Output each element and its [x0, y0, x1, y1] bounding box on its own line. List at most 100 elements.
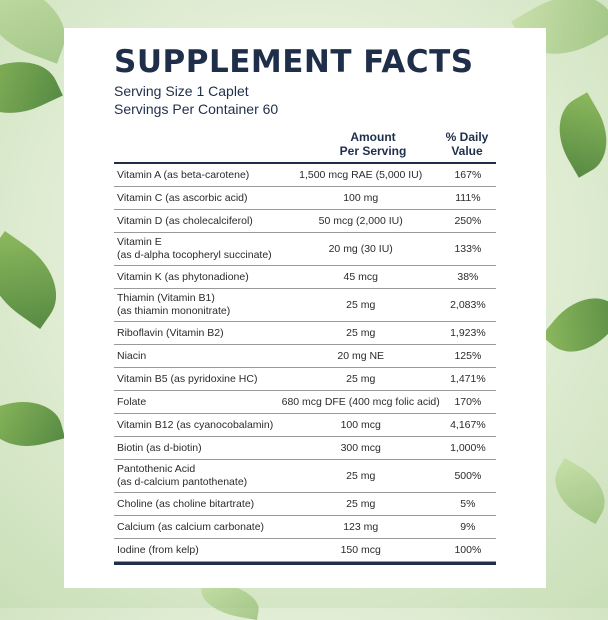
amount-header-line1: Amount [350, 130, 396, 144]
nutrient-name-line2: (as d-calcium pantothenate) [117, 476, 248, 488]
percent-daily-value: 167% [439, 164, 496, 187]
nutrient-name-line1: Vitamin K (as phytonadione) [117, 270, 249, 283]
percent-daily-value: 1,471% [439, 367, 496, 391]
table-row: Thiamin (Vitamin B1) (as thiamin mononitr… [114, 288, 496, 322]
nutrient-table: Vitamin A (as beta-carotene) 1,500 mcg RA… [114, 164, 496, 562]
percent-daily-value: 5% [439, 492, 496, 516]
daily-value-header-line1: % Daily [445, 130, 489, 144]
nutrient-name: Biotin (as d-biotin) [114, 436, 282, 460]
nutrient-name-line1: Choline (as choline bitartrate) [117, 497, 255, 510]
serving-size: Serving Size 1 Caplet [114, 83, 249, 99]
nutrient-name-line1: Pantothenic Acid [117, 463, 196, 475]
nutrient-name: Vitamin K (as phytonadione) [114, 265, 282, 289]
table-row: Vitamin C (as ascorbic acid) 100 mg 111% [114, 186, 496, 210]
amount-per-serving: 25 mg [281, 367, 440, 391]
percent-daily-value: 111% [439, 186, 496, 210]
percent-daily-value: 1,923% [439, 321, 496, 345]
table-row: Calcium (as calcium carbonate) 123 mg 9% [114, 515, 496, 539]
nutrient-name: Riboflavin (Vitamin B2) [114, 321, 282, 345]
nutrient-name: Vitamin B5 (as pyridoxine HC) [114, 367, 282, 391]
panel-title: SUPPLEMENT FACTS [114, 44, 474, 80]
amount-per-serving: 680 mcg DFE (400 mcg folic acid) [281, 390, 440, 414]
nutrient-name: Folate [114, 390, 282, 414]
amount-per-serving: 25 mg [281, 459, 440, 493]
nutrient-name: Vitamin D (as cholecalciferol) [114, 209, 282, 233]
nutrient-name: Vitamin E (as d-alpha tocopheryl succinat… [114, 232, 282, 266]
table-row: Folate 680 mcg DFE (400 mcg folic acid) 17… [114, 390, 496, 414]
amount-per-serving: 1,500 mcg RAE (5,000 IU) [281, 164, 440, 187]
daily-value-header: % Daily Value [434, 130, 500, 158]
table-row: Iodine (from kelp) 150 mcg 100% [114, 538, 496, 562]
nutrient-name-line1: Folate [117, 395, 147, 408]
nutrient-name: Choline (as choline bitartrate) [114, 492, 282, 516]
percent-daily-value: 250% [439, 209, 496, 233]
nutrient-name: Vitamin A (as beta-carotene) [114, 164, 282, 187]
percent-daily-value: 125% [439, 344, 496, 368]
table-row: Pantothenic Acid (as d-calcium pantothena… [114, 459, 496, 493]
amount-per-serving: 25 mg [281, 321, 440, 345]
table-row: Vitamin D (as cholecalciferol) 50 mcg (2,… [114, 209, 496, 233]
nutrient-name-line1: Calcium (as calcium carbonate) [117, 520, 265, 533]
bottom-rule [114, 562, 496, 565]
nutrient-name-line1: Vitamin B12 (as cyanocobalamin) [117, 418, 274, 431]
nutrient-name: Calcium (as calcium carbonate) [114, 515, 282, 539]
nutrient-name-line1: Vitamin D (as cholecalciferol) [117, 214, 253, 227]
table-row: Choline (as choline bitartrate) 25 mg 5% [114, 492, 496, 516]
table-row: Riboflavin (Vitamin B2) 25 mg 1,923% [114, 321, 496, 345]
daily-value-header-line2: Value [451, 144, 483, 158]
table-row: Niacin 20 mg NE 125% [114, 344, 496, 368]
supplement-facts-panel: SUPPLEMENT FACTS Serving Size 1 Caplet S… [64, 28, 546, 588]
amount-per-serving: 123 mg [281, 515, 440, 539]
amount-per-serving: 150 mcg [281, 538, 440, 562]
nutrient-name-line1: Vitamin E [117, 236, 162, 248]
percent-daily-value: 4,167% [439, 413, 496, 437]
table-row: Vitamin B12 (as cyanocobalamin) 100 mcg 4,… [114, 413, 496, 437]
table-row: Vitamin B5 (as pyridoxine HC) 25 mg 1,471% [114, 367, 496, 391]
nutrient-name-line2: (as d-alpha tocopheryl succinate) [117, 249, 272, 261]
table-row: Vitamin A (as beta-carotene) 1,500 mcg RA… [114, 164, 496, 187]
amount-header-line2: Per Serving [339, 144, 407, 158]
nutrient-name-line1: Thiamin (Vitamin B1) [117, 292, 215, 304]
percent-daily-value: 500% [439, 459, 496, 493]
nutrient-name-line1: Vitamin B5 (as pyridoxine HC) [117, 372, 258, 385]
background-leaf-icon [541, 282, 608, 368]
nutrient-name: Vitamin C (as ascorbic acid) [114, 186, 282, 210]
nutrient-name: Thiamin (Vitamin B1) (as thiamin mononitr… [114, 288, 282, 322]
nutrient-name-line1: Vitamin C (as ascorbic acid) [117, 191, 248, 204]
amount-per-serving: 45 mcg [281, 265, 440, 289]
percent-daily-value: 2,083% [439, 288, 496, 322]
amount-per-serving: 20 mg NE [281, 344, 440, 368]
background-leaf-icon [543, 457, 608, 525]
nutrient-name-line1: Iodine (from kelp) [117, 543, 199, 556]
amount-per-serving: 100 mcg [281, 413, 440, 437]
nutrient-name-line2: (as thiamin mononitrate) [117, 305, 231, 317]
amount-per-serving: 25 mg [281, 288, 440, 322]
percent-daily-value: 9% [439, 515, 496, 539]
column-header: Amount Per Serving % Daily Value [114, 124, 496, 164]
amount-per-serving: 100 mg [281, 186, 440, 210]
percent-daily-value: 38% [439, 265, 496, 289]
amount-per-serving: 20 mg (30 IU) [281, 232, 440, 266]
percent-daily-value: 170% [439, 390, 496, 414]
background-leaf-icon [543, 92, 608, 178]
percent-daily-value: 100% [439, 538, 496, 562]
amount-per-serving: 25 mg [281, 492, 440, 516]
nutrient-name-line1: Vitamin A (as beta-carotene) [117, 168, 250, 181]
amount-header: Amount Per Serving [319, 130, 427, 158]
nutrient-name: Vitamin B12 (as cyanocobalamin) [114, 413, 282, 437]
nutrient-name: Iodine (from kelp) [114, 538, 282, 562]
table-row: Vitamin K (as phytonadione) 45 mcg 38% [114, 265, 496, 289]
nutrient-name-line1: Niacin [117, 349, 147, 362]
percent-daily-value: 1,000% [439, 436, 496, 460]
nutrient-name-line1: Biotin (as d-biotin) [117, 441, 202, 454]
nutrient-name-line1: Riboflavin (Vitamin B2) [117, 326, 224, 339]
table-row: Vitamin E (as d-alpha tocopheryl succinat… [114, 232, 496, 266]
servings-per-container: Servings Per Container 60 [114, 101, 279, 117]
nutrient-name: Pantothenic Acid (as d-calcium pantothena… [114, 459, 282, 493]
nutrient-name: Niacin [114, 344, 282, 368]
amount-per-serving: 50 mcg (2,000 IU) [281, 209, 440, 233]
amount-per-serving: 300 mcg [281, 436, 440, 460]
percent-daily-value: 133% [439, 232, 496, 266]
table-row: Biotin (as d-biotin) 300 mcg 1,000% [114, 436, 496, 460]
background-leaf-icon [0, 391, 66, 457]
